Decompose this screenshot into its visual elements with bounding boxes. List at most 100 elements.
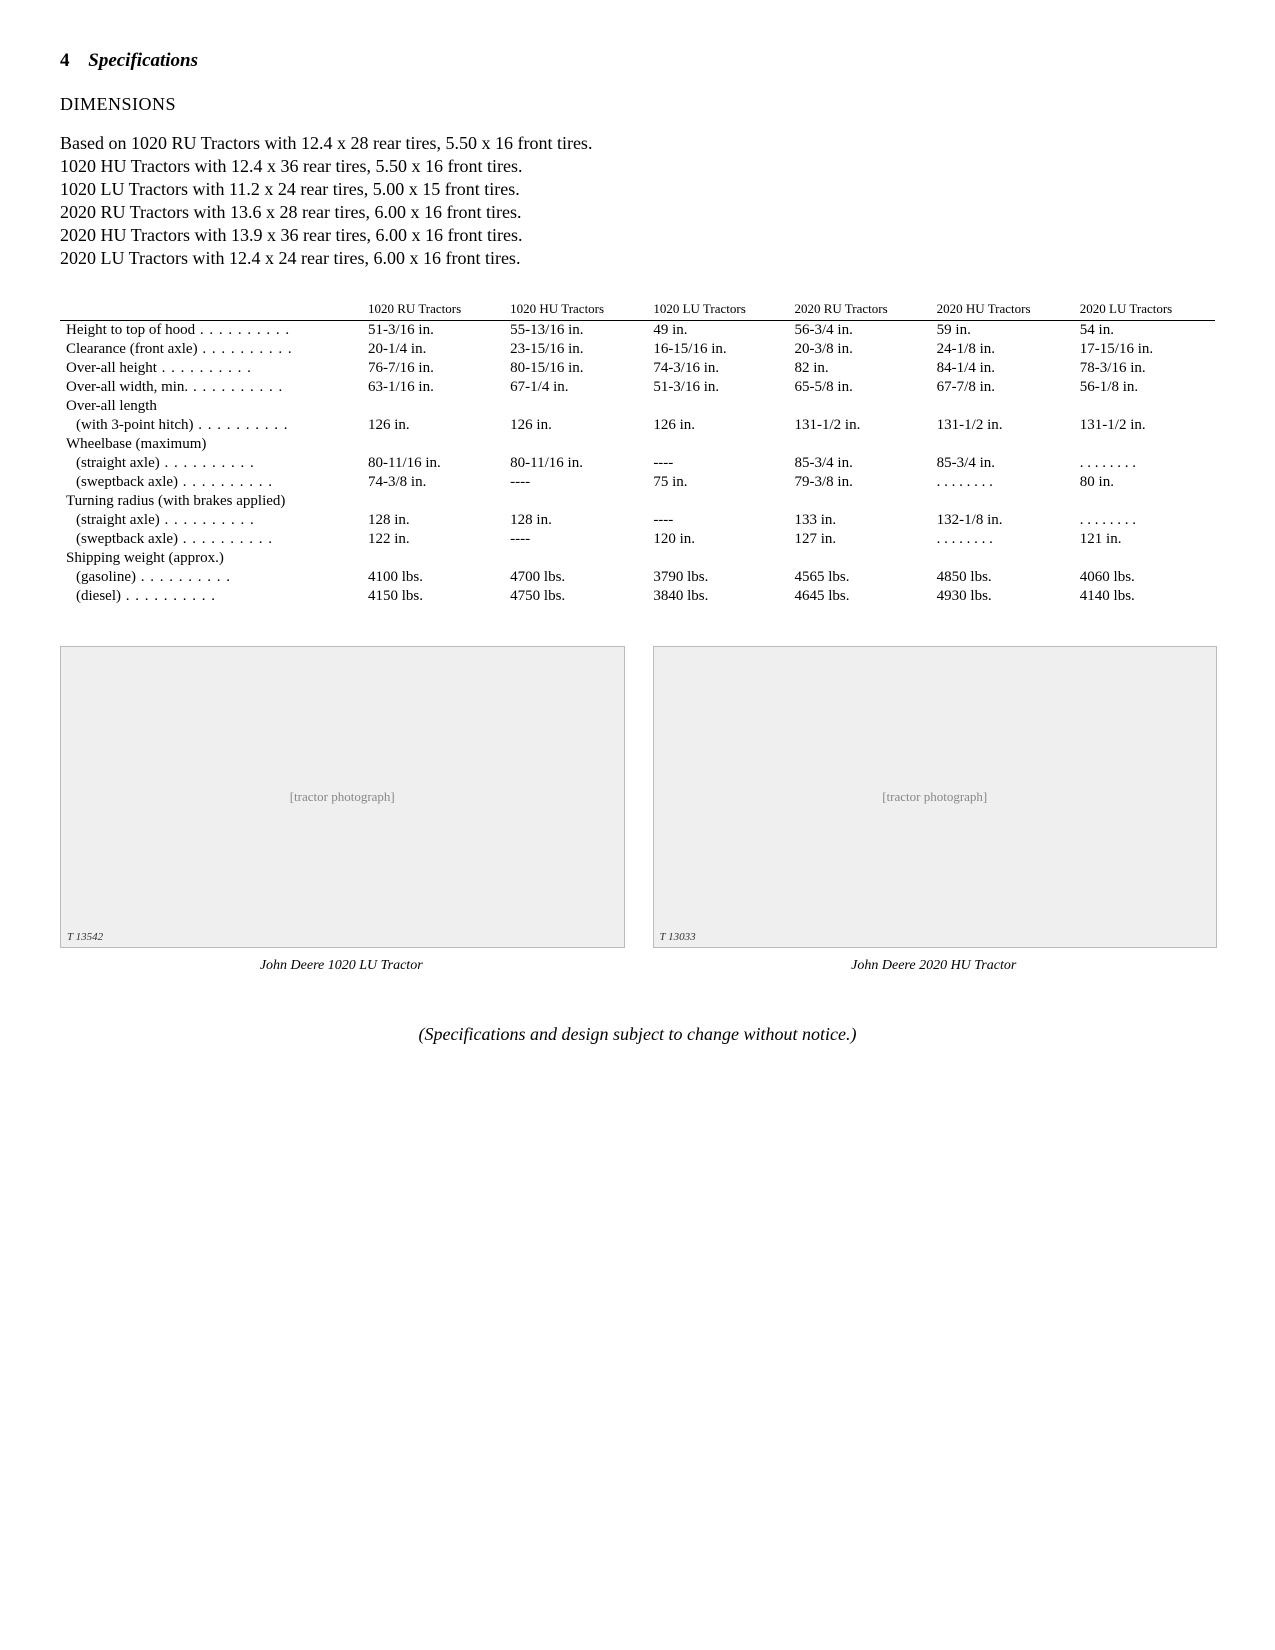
row-label: Height to top of hood bbox=[60, 321, 362, 341]
cell: 126 in. bbox=[504, 416, 647, 435]
cell: 126 in. bbox=[647, 416, 788, 435]
cell bbox=[362, 435, 504, 454]
cell bbox=[1074, 492, 1215, 511]
cell: 80-11/16 in. bbox=[504, 454, 647, 473]
cell bbox=[362, 549, 504, 568]
table-body: Height to top of hood51-3/16 in.55-13/16… bbox=[60, 321, 1215, 607]
intro-line: 1020 LU Tractors with 11.2 x 24 rear tir… bbox=[60, 179, 1215, 200]
cell: 85-3/4 in. bbox=[788, 454, 930, 473]
table-row: Clearance (front axle)20-1/4 in.23-15/16… bbox=[60, 340, 1215, 359]
cell: 4100 lbs. bbox=[362, 568, 504, 587]
table-row: (diesel)4150 lbs.4750 lbs.3840 lbs.4645 … bbox=[60, 587, 1215, 606]
cell: 75 in. bbox=[647, 473, 788, 492]
cell bbox=[931, 492, 1074, 511]
intro-line: 2020 LU Tractors with 12.4 x 24 rear tir… bbox=[60, 248, 1215, 269]
cell bbox=[1074, 435, 1215, 454]
caption-right: John Deere 2020 HU Tractor bbox=[653, 958, 1216, 974]
row-label: Wheelbase (maximum) bbox=[60, 435, 362, 454]
table-row: Shipping weight (approx.) bbox=[60, 549, 1215, 568]
page-header: 4 Specifications bbox=[60, 50, 1215, 72]
cell: 121 in. bbox=[1074, 530, 1215, 549]
row-label: Over-all length bbox=[60, 397, 362, 416]
cell: 51-3/16 in. bbox=[362, 321, 504, 341]
image-ref-left: T 13542 bbox=[67, 931, 103, 943]
cell: . . . . . . . . bbox=[1074, 511, 1215, 530]
cell: 131-1/2 in. bbox=[1074, 416, 1215, 435]
table-row: (sweptback axle)122 in.----120 in.127 in… bbox=[60, 530, 1215, 549]
cell: 3840 lbs. bbox=[647, 587, 788, 606]
cell: 4150 lbs. bbox=[362, 587, 504, 606]
table-row: (straight axle)80-11/16 in.80-11/16 in.-… bbox=[60, 454, 1215, 473]
cell: 56-3/4 in. bbox=[788, 321, 930, 341]
dimensions-table: 1020 RU Tractors1020 HU Tractors1020 LU … bbox=[60, 297, 1215, 606]
cell: 79-3/8 in. bbox=[788, 473, 930, 492]
column-header: 2020 LU Tractors bbox=[1074, 297, 1215, 321]
cell bbox=[931, 397, 1074, 416]
cell bbox=[504, 397, 647, 416]
column-header: 2020 HU Tractors bbox=[931, 297, 1074, 321]
row-label: (straight axle) bbox=[60, 511, 362, 530]
cell: 23-15/16 in. bbox=[504, 340, 647, 359]
intro-line: 1020 HU Tractors with 12.4 x 36 rear tir… bbox=[60, 156, 1215, 177]
row-label: (gasoline) bbox=[60, 568, 362, 587]
cell: 78-3/16 in. bbox=[1074, 359, 1215, 378]
row-label: (straight axle) bbox=[60, 454, 362, 473]
intro-line: 2020 RU Tractors with 13.6 x 28 rear tir… bbox=[60, 202, 1215, 223]
cell bbox=[504, 549, 647, 568]
row-label: (with 3-point hitch) bbox=[60, 416, 362, 435]
cell: 4140 lbs. bbox=[1074, 587, 1215, 606]
intro-line: 2020 HU Tractors with 13.9 x 36 rear tir… bbox=[60, 225, 1215, 246]
cell bbox=[647, 397, 788, 416]
row-label: (diesel) bbox=[60, 587, 362, 606]
cell: 76-7/16 in. bbox=[362, 359, 504, 378]
column-header: 2020 RU Tractors bbox=[788, 297, 930, 321]
row-label: Clearance (front axle) bbox=[60, 340, 362, 359]
cell bbox=[788, 435, 930, 454]
row-label: Turning radius (with brakes applied) bbox=[60, 492, 362, 511]
cell: 122 in. bbox=[362, 530, 504, 549]
cell: 59 in. bbox=[931, 321, 1074, 341]
intro-line: Based on 1020 RU Tractors with 12.4 x 28… bbox=[60, 133, 1215, 154]
table-row: Over-all width, min.63-1/16 in.67-1/4 in… bbox=[60, 378, 1215, 397]
column-header: 1020 HU Tractors bbox=[504, 297, 647, 321]
cell: 131-1/2 in. bbox=[788, 416, 930, 435]
table-row: Over-all height76-7/16 in.80-15/16 in.74… bbox=[60, 359, 1215, 378]
table-row: (straight axle)128 in.128 in.----133 in.… bbox=[60, 511, 1215, 530]
section-heading: DIMENSIONS bbox=[60, 94, 1215, 115]
cell: 67-1/4 in. bbox=[504, 378, 647, 397]
cell bbox=[647, 492, 788, 511]
cell: . . . . . . . . bbox=[931, 530, 1074, 549]
cell: 120 in. bbox=[647, 530, 788, 549]
cell bbox=[788, 549, 930, 568]
image-ref-right: T 13033 bbox=[660, 931, 696, 943]
cell: ---- bbox=[647, 511, 788, 530]
cell: ---- bbox=[647, 454, 788, 473]
footer-note: (Specifications and design subject to ch… bbox=[60, 1024, 1215, 1045]
cell: 74-3/8 in. bbox=[362, 473, 504, 492]
cell: 17-15/16 in. bbox=[1074, 340, 1215, 359]
row-label: Shipping weight (approx.) bbox=[60, 549, 362, 568]
cell bbox=[504, 435, 647, 454]
table-row: (sweptback axle)74-3/8 in.----75 in.79-3… bbox=[60, 473, 1215, 492]
cell: 16-15/16 in. bbox=[647, 340, 788, 359]
column-header: 1020 LU Tractors bbox=[647, 297, 788, 321]
cell: ---- bbox=[504, 473, 647, 492]
cell: 84-1/4 in. bbox=[931, 359, 1074, 378]
cell bbox=[788, 492, 930, 511]
cell: 4750 lbs. bbox=[504, 587, 647, 606]
cell: 128 in. bbox=[504, 511, 647, 530]
cell: 126 in. bbox=[362, 416, 504, 435]
cell bbox=[931, 435, 1074, 454]
cell: 131-1/2 in. bbox=[931, 416, 1074, 435]
cell: 67-7/8 in. bbox=[931, 378, 1074, 397]
cell: 132-1/8 in. bbox=[931, 511, 1074, 530]
cell: 24-1/8 in. bbox=[931, 340, 1074, 359]
tractor-image-left: [tractor photograph] T 13542 bbox=[60, 646, 625, 948]
cell: 20-3/8 in. bbox=[788, 340, 930, 359]
cell: 3790 lbs. bbox=[647, 568, 788, 587]
section-title: Specifications bbox=[88, 50, 198, 71]
cell: ---- bbox=[504, 530, 647, 549]
cell bbox=[1074, 549, 1215, 568]
row-label: (sweptback axle) bbox=[60, 473, 362, 492]
table-row: Height to top of hood51-3/16 in.55-13/16… bbox=[60, 321, 1215, 341]
